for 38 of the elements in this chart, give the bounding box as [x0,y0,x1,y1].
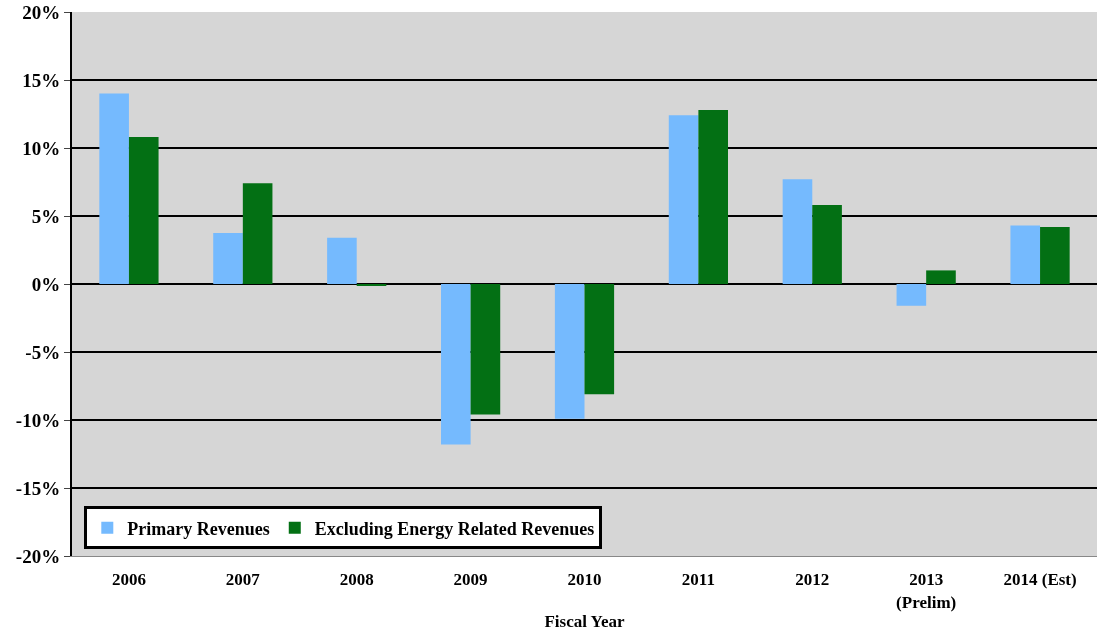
legend-label: Excluding Energy Related Revenues [314,518,595,539]
y-tick-label: -20% [15,545,61,567]
y-tick-label: 0% [31,273,61,295]
x-tick-label: 2013 (Prelim) [896,570,957,612]
bar [327,237,357,284]
x-tick-label: 2006 [111,570,146,590]
y-tick-label: -10% [15,409,61,431]
bar [470,284,501,415]
y-tick-label: -15% [15,477,61,499]
bar [128,137,159,284]
x-tick-label: 2012 [795,570,830,590]
bar [668,115,699,284]
x-axis-title: Fiscal Year [544,611,625,631]
bar [441,284,471,445]
bar [99,93,129,284]
bar [213,233,243,284]
x-tick-label: 2009 [453,570,488,590]
bar [584,284,615,395]
bar [1040,226,1070,284]
x-tick-label: 2014 (Est) [1003,570,1077,590]
y-tick-label: 20% [22,1,61,23]
bar [896,284,927,306]
y-tick-label: -5% [25,341,61,363]
y-tick-label: 10% [22,137,61,159]
y-tick-label: 5% [31,205,61,227]
x-tick-label: 2008 [339,570,374,590]
y-tick-label: 15% [22,69,61,91]
bar [698,109,728,284]
x-tick-label: 2011 [681,570,715,590]
bar [242,183,273,284]
bar [782,179,813,284]
bar [554,284,585,419]
bar [926,270,956,284]
x-tick-label: 2007 [225,570,261,590]
x-tick-label: 2010 [567,570,602,590]
legend-label: Primary Revenues [127,518,270,539]
bar [1010,225,1041,284]
bar [812,205,842,284]
